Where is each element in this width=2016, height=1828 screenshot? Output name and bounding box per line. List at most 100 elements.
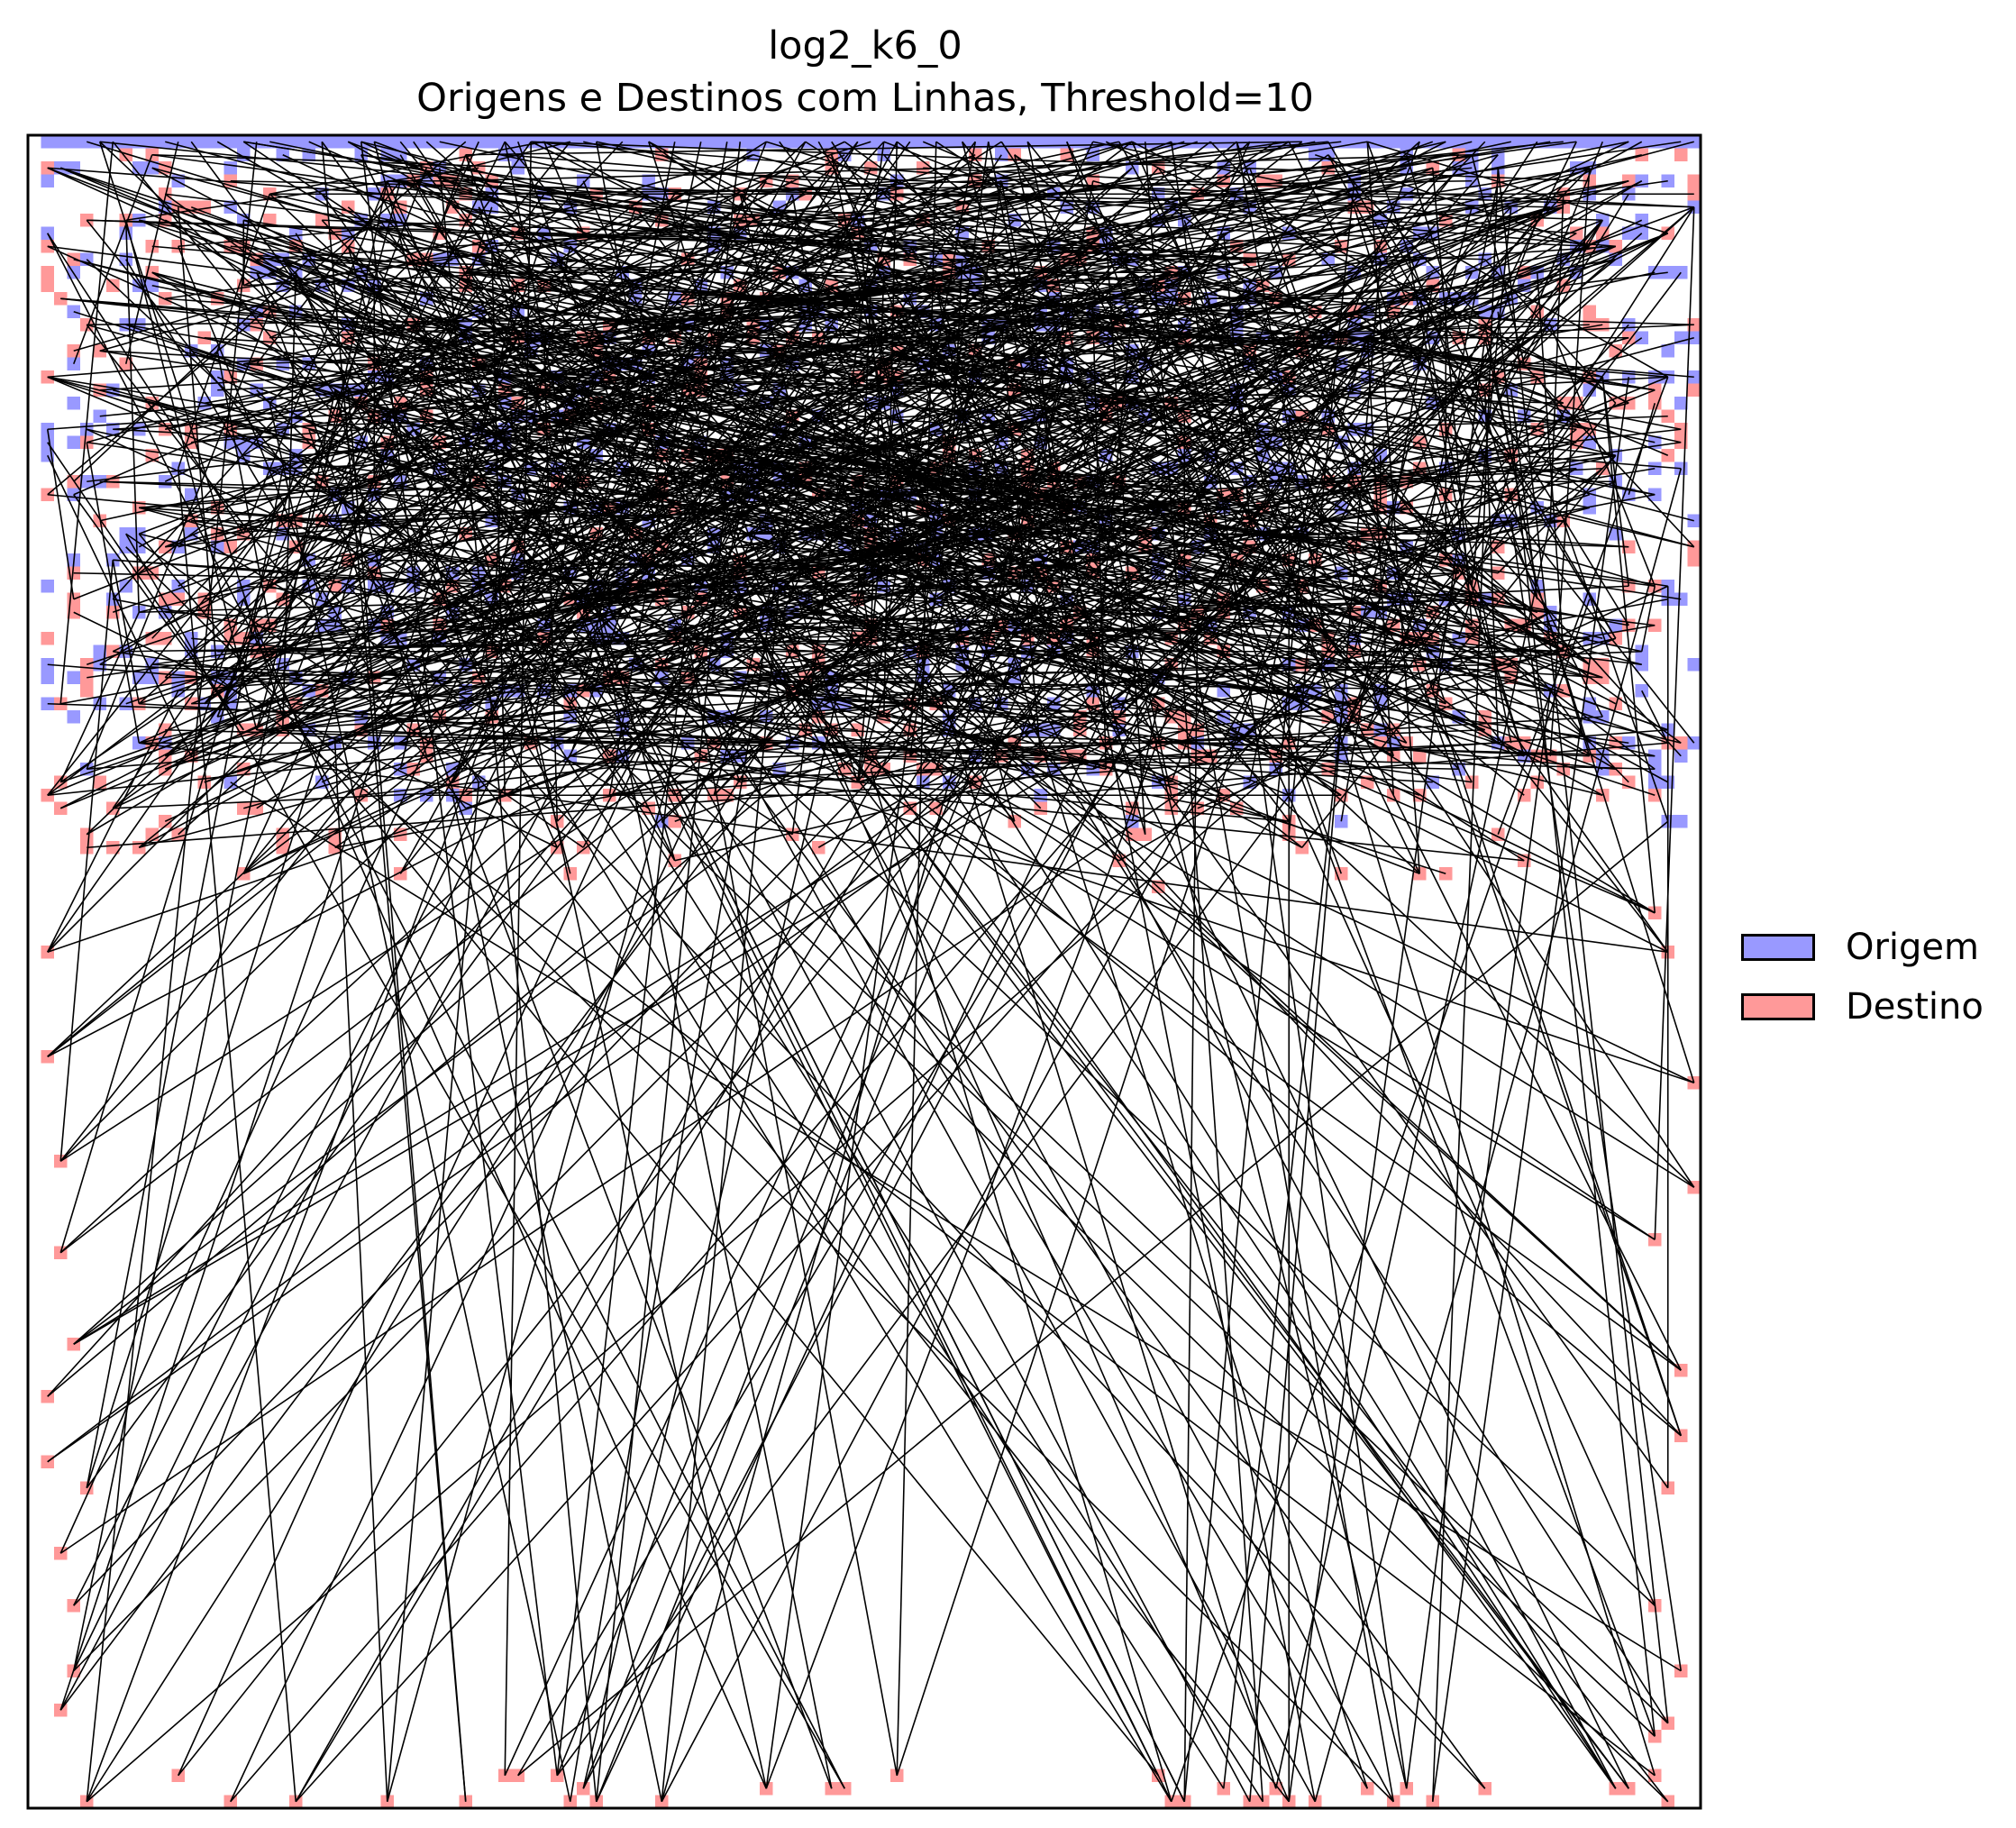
connection-line	[962, 650, 1420, 797]
connection-line	[438, 168, 598, 1802]
connection-line	[582, 494, 885, 1789]
origem-cell	[132, 161, 146, 175]
connection-line	[622, 454, 1616, 679]
connection-line	[86, 599, 1473, 1803]
connection-line	[47, 690, 179, 953]
connection-line	[47, 376, 976, 1397]
connection-line	[99, 141, 1656, 1606]
connection-line	[374, 179, 1668, 365]
connection-line	[1275, 141, 1446, 182]
connection-line	[256, 271, 1225, 1789]
connection-line	[333, 743, 388, 1802]
origem-cell	[1583, 383, 1596, 397]
title-block: log2_k6_0 Origens e Destinos com Linhas,…	[0, 20, 1730, 124]
connection-line	[1066, 167, 1433, 260]
connection-line	[883, 493, 1512, 718]
connection-line	[595, 481, 728, 1802]
connection-line	[334, 141, 767, 417]
connection-line	[1197, 637, 1617, 809]
connection-line	[139, 742, 1668, 954]
connection-line	[73, 363, 375, 496]
connection-line	[661, 820, 1669, 1803]
connection-line	[282, 533, 1355, 705]
connection-line	[269, 141, 544, 196]
connection-line	[177, 468, 297, 1802]
connection-line	[582, 180, 1290, 1803]
connection-line	[426, 141, 1564, 260]
connection-line	[583, 388, 1263, 509]
connection-line	[125, 637, 989, 653]
origem-cell	[681, 135, 695, 149]
connection-line	[1026, 141, 1669, 953]
origem-cell	[41, 135, 54, 149]
connection-line	[113, 559, 1499, 666]
origem-cell	[1073, 135, 1087, 149]
connection-line	[1366, 337, 1395, 796]
connection-line	[779, 545, 1499, 600]
origem-cell	[707, 135, 721, 149]
connection-line	[1497, 376, 1669, 836]
connection-line	[765, 389, 1290, 1789]
connection-line	[1092, 663, 1172, 770]
connection-line	[399, 402, 650, 522]
connection-line	[256, 728, 793, 745]
connection-line	[935, 507, 1617, 1789]
connection-line	[125, 167, 479, 222]
connection-line	[1000, 141, 1695, 1188]
connection-line	[805, 441, 1420, 640]
connection-line	[1183, 599, 1395, 1802]
connection-line	[178, 416, 793, 1777]
connection-line	[531, 141, 1368, 208]
connection-line	[791, 180, 1643, 691]
connection-line	[47, 702, 1590, 757]
connection-line	[779, 467, 1629, 626]
origem-cell	[1400, 135, 1413, 149]
connection-line	[582, 142, 676, 613]
connection-line	[1327, 416, 1434, 639]
connection-line	[556, 142, 742, 1776]
connection-line	[700, 141, 1237, 600]
connection-line	[348, 245, 1041, 443]
connection-line	[59, 141, 859, 1162]
destino-cell	[1583, 305, 1596, 318]
connection-line	[86, 442, 141, 744]
connection-line	[713, 533, 1617, 1789]
destino-cell	[1596, 658, 1610, 672]
connection-line	[465, 167, 1473, 274]
connection-line	[230, 311, 924, 1803]
connection-line	[47, 271, 885, 1057]
connection-line	[582, 625, 1172, 1803]
origem-cell	[197, 135, 211, 149]
connection-line	[399, 180, 1669, 1803]
connection-line	[190, 533, 650, 809]
connection-line	[256, 650, 1093, 692]
connection-line	[178, 180, 898, 836]
legend-item-destino: Destino	[1741, 977, 1984, 1037]
connection-line	[387, 415, 1119, 483]
connection-line	[86, 533, 898, 1803]
connection-line	[1014, 154, 1591, 665]
connection-line	[557, 271, 1172, 417]
connection-line	[86, 206, 493, 1488]
connection-line	[1628, 403, 1656, 495]
origem-cell	[119, 580, 132, 593]
connection-line	[1497, 311, 1656, 1737]
connection-line	[73, 154, 153, 365]
connection-line	[779, 233, 1669, 679]
connection-line	[59, 233, 545, 1711]
connection-line	[86, 363, 624, 1803]
connection-line	[47, 755, 624, 1057]
connection-line	[73, 271, 1499, 1345]
connection-line	[399, 180, 898, 378]
connection-line	[73, 611, 1251, 1345]
connection-line	[269, 259, 415, 404]
origem-cell	[1661, 344, 1674, 358]
connection-line	[112, 141, 336, 417]
connection-line	[962, 416, 1629, 1789]
connection-line	[59, 142, 114, 704]
connection-line	[87, 702, 910, 771]
connection-line	[321, 468, 937, 783]
origem-cell	[1674, 815, 1688, 828]
connection-line	[164, 388, 1237, 771]
connection-line	[360, 154, 1159, 1777]
